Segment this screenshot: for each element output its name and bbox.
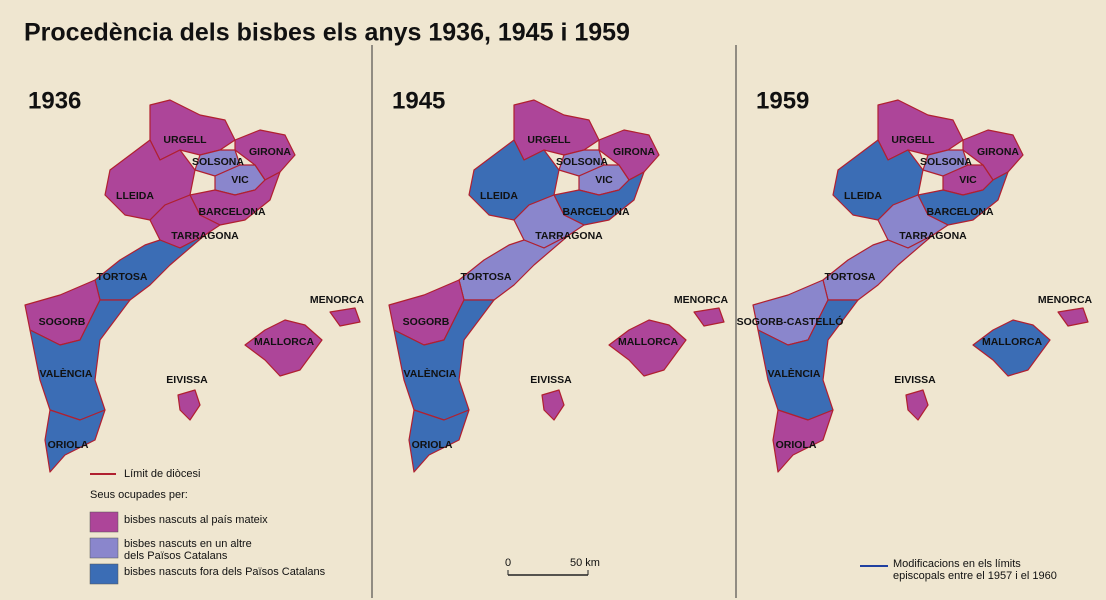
diocese — [408, 409, 470, 473]
legend-label: dels Països Catalans — [124, 550, 228, 562]
diocese-label: EIVISSA — [166, 374, 208, 386]
diocese-label: TARRAGONA — [171, 230, 239, 242]
diocese-label: VIC — [959, 174, 977, 186]
diocese-label: TORTOSA — [97, 271, 148, 283]
legend-label: bisbes nascuts al país mateix — [124, 514, 268, 526]
diocese-label: LLEIDA — [844, 190, 882, 202]
diocese-label: URGELL — [163, 134, 207, 146]
map-panel: 1945 URGELL GIRONA SOLSONA VIC LLEIDA BARCELON… — [388, 87, 729, 473]
diocese-label: ORIOLA — [412, 439, 453, 451]
legend-label: bisbes nascuts en un altre — [124, 538, 252, 550]
diocese-label: URGELL — [527, 134, 571, 146]
legend-swatch — [89, 511, 119, 533]
diocese — [393, 299, 495, 421]
note-text: episcopals entre el 1957 i el 1960 — [893, 570, 1057, 582]
diocese-label: SOGORB — [39, 316, 86, 328]
diocese-label: VALÈNCIA — [40, 367, 93, 380]
panel-year: 1945 — [392, 87, 445, 114]
diocese — [29, 299, 131, 421]
diocese-label: TARRAGONA — [899, 230, 967, 242]
diocese — [905, 389, 929, 421]
diocese-label: MENORCA — [674, 294, 729, 306]
legend-label: Límit de diòcesi — [124, 468, 200, 480]
diocese — [693, 307, 725, 327]
scale-label: 0 — [505, 557, 511, 569]
diocese-label: MALLORCA — [982, 336, 1042, 348]
diocese-label: BARCELONA — [562, 206, 629, 218]
diocese-label: MALLORCA — [618, 336, 678, 348]
panel-year: 1959 — [756, 87, 809, 114]
diocese-label: MENORCA — [1038, 294, 1093, 306]
diocese-label: EIVISSA — [894, 374, 936, 386]
diocese-label: VALÈNCIA — [404, 367, 457, 380]
diocese-label: TORTOSA — [461, 271, 512, 283]
diocese — [541, 389, 565, 421]
panel-year: 1936 — [28, 87, 81, 114]
diocese-label: SOLSONA — [920, 156, 972, 168]
diocese-label: SOLSONA — [192, 156, 244, 168]
legend-swatch — [89, 563, 119, 585]
diocese-label: ORIOLA — [48, 439, 89, 451]
diocese — [1057, 307, 1089, 327]
diocese-label: VALÈNCIA — [768, 367, 821, 380]
diocese-label: BARCELONA — [926, 206, 993, 218]
diocese-label: SOGORB-CASTELLÓ — [737, 315, 844, 328]
diocese-label: SOLSONA — [556, 156, 608, 168]
diocese-label: GIRONA — [613, 146, 655, 158]
diocese-label: ORIOLA — [776, 439, 817, 451]
diocese-label: GIRONA — [977, 146, 1019, 158]
diocese-label: SOGORB — [403, 316, 450, 328]
legend-swatch — [89, 537, 119, 559]
diocese — [177, 389, 201, 421]
diocese-label: LLEIDA — [480, 190, 518, 202]
diocese — [772, 409, 834, 473]
diocese-label: MENORCA — [310, 294, 365, 306]
legend-heading: Seus ocupades per: — [90, 489, 188, 501]
map-panel: 1959 URGELL GIRONA SOLSONA VIC LLEIDA BARCELON… — [737, 87, 1093, 473]
diocese-label: GIRONA — [249, 146, 291, 158]
diocese-label: EIVISSA — [530, 374, 572, 386]
diocese-label: URGELL — [891, 134, 935, 146]
diocese-label: LLEIDA — [116, 190, 154, 202]
map-panel: 1936 URGELL GIRONA SOLSONA VIC LLEIDA BARCELON… — [24, 87, 365, 473]
diocese-label: TARRAGONA — [535, 230, 603, 242]
diocese-label: MALLORCA — [254, 336, 314, 348]
diocese — [244, 319, 323, 377]
diocese-label: VIC — [231, 174, 249, 186]
diocese — [44, 409, 106, 473]
diocese-label: BARCELONA — [198, 206, 265, 218]
legend-label: bisbes nascuts fora dels Països Catalans — [124, 566, 326, 578]
diocese — [972, 319, 1051, 377]
note-text: Modificacions en els límits — [893, 558, 1021, 570]
scale-label: 50 km — [570, 557, 600, 569]
diocese — [608, 319, 687, 377]
diocese-label: VIC — [595, 174, 613, 186]
title: Procedència dels bisbes els anys 1936, 1… — [24, 19, 630, 47]
diocese — [329, 307, 361, 327]
diocese — [757, 299, 859, 421]
diocese-label: TORTOSA — [825, 271, 876, 283]
